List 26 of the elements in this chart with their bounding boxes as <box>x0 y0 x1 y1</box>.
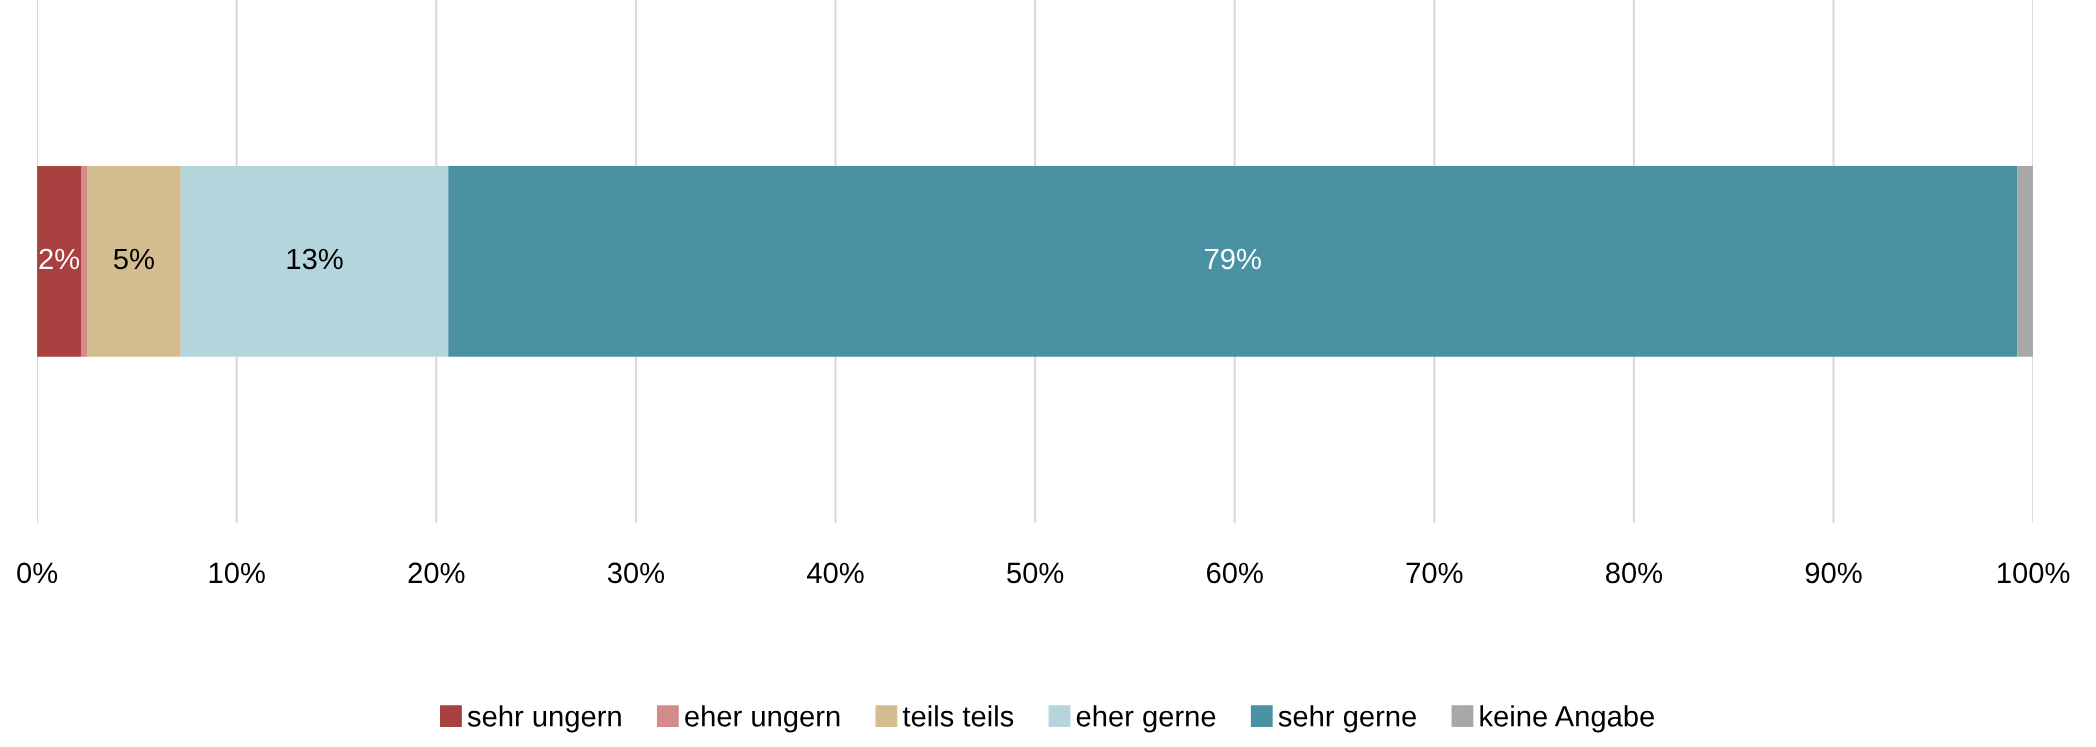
x-tick-label: 50% <box>1007 562 1064 584</box>
legend-label: sehr ungern <box>467 705 621 733</box>
legend-label: sehr gerne <box>1278 705 1416 733</box>
x-tick-label: 10% <box>209 562 265 584</box>
legend-label: teils teils <box>902 705 1014 727</box>
bar <box>81 166 87 357</box>
x-tick-label: 70% <box>1406 562 1463 584</box>
legend-label: eher gerne <box>1076 705 1216 733</box>
x-tick-label: 40% <box>806 562 864 584</box>
bar <box>87 166 181 357</box>
x-tick-label: 90% <box>1805 562 1862 584</box>
data-label: 79% <box>1205 248 1261 270</box>
x-tick-label: 0% <box>17 562 58 584</box>
bar <box>2017 166 2034 357</box>
legend-label: keine Angabe <box>1480 705 1654 733</box>
bar <box>37 166 82 357</box>
x-tick-label: 20% <box>408 562 465 584</box>
data-label: 2% <box>39 248 80 270</box>
bar <box>180 166 449 357</box>
data-label: 13% <box>287 248 343 270</box>
x-tick-label: 30% <box>607 562 665 584</box>
x-tick-label: 60% <box>1207 562 1263 584</box>
data-label: 5% <box>114 248 154 270</box>
x-tick-label: 100% <box>1998 562 2070 584</box>
legend-label: eher ungern <box>685 705 840 733</box>
x-tick-label: 80% <box>1606 562 1663 584</box>
